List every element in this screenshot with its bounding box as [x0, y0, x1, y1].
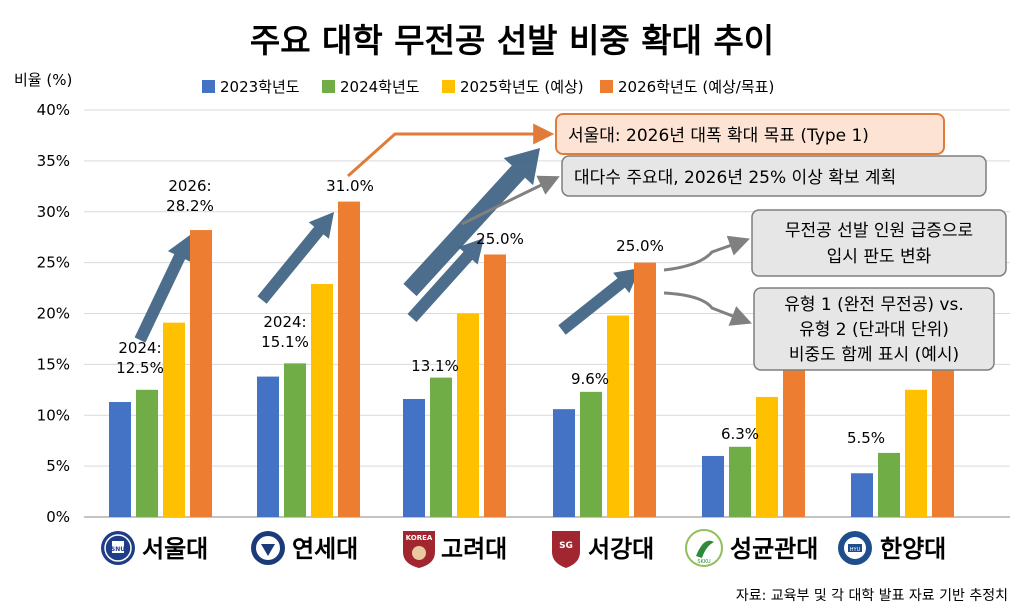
category-label-hanyang: 한양대 — [880, 535, 946, 563]
legend-label: 2026학년도 (예상/목표) — [618, 78, 774, 96]
y-tick-label: 0% — [46, 508, 70, 526]
y-tick-label: 30% — [37, 203, 70, 221]
bar-snu-2026 — [190, 230, 212, 517]
growth-arrow-big — [403, 148, 540, 297]
y-axis-label: 비율 (%) — [14, 71, 72, 89]
callout-majority-plan-text: 대다수 주요대, 2026년 25% 이상 확보 계획 — [574, 168, 896, 188]
legend-label: 2025학년도 (예상) — [460, 78, 584, 96]
bar-hanyang-2026 — [932, 364, 954, 517]
growth-arrow-yonsei — [257, 212, 334, 304]
callout-impact-text: 무전공 선발 인원 급증으로 입시 판도 변화 — [785, 221, 973, 267]
data-label: 5.5% — [847, 429, 885, 447]
bar-hanyang-2024 — [878, 452, 900, 517]
legend-label: 2024학년도 — [340, 78, 420, 96]
callout-connector-majority — [461, 175, 560, 226]
y-tick-label: 40% — [37, 101, 70, 119]
snu-emblem-text: SNU — [111, 546, 125, 553]
growth-arrow-snu — [134, 235, 192, 343]
data-label: 2024: 12.5% — [116, 339, 164, 377]
category-label-korea: 고려대 — [441, 535, 507, 563]
y-tick-label: 5% — [46, 457, 70, 475]
korea-univ-emblem-text: KOREA — [406, 534, 433, 542]
skku-emblem-icon: SKKU — [685, 529, 723, 567]
callout-impact: 무전공 선발 인원 급증으로 입시 판도 변화 — [751, 209, 1007, 277]
legend-swatch — [600, 80, 613, 93]
legend-label: 2023학년도 — [220, 78, 300, 96]
bar-snu-2025 — [163, 322, 185, 517]
data-label: 31.0% — [326, 177, 374, 195]
y-tick-label: 10% — [37, 406, 70, 424]
bar-skku-2024 — [729, 446, 751, 517]
bar-sogang-2023 — [553, 409, 575, 517]
bar-skku-2023 — [702, 455, 724, 517]
legend-swatch — [202, 80, 215, 93]
source-note: 자료: 교육부 및 각 대학 발표 자료 기반 추정치 — [736, 588, 1008, 604]
callout-majority-plan: 대다수 주요대, 2026년 25% 이상 확보 계획 — [561, 155, 987, 197]
bar-hanyang-2025 — [905, 389, 927, 517]
data-label: 2024: 15.1% — [261, 313, 309, 351]
y-tick-label: 35% — [37, 152, 70, 170]
bar-korea-2025 — [457, 313, 479, 517]
bar-sogang-2026 — [634, 262, 656, 517]
legend-swatch — [322, 80, 335, 93]
bar-hanyang-2023 — [851, 473, 873, 517]
legend: 2023학년도 2024학년도 2025학년도 (예상) 2026학년도 (예상/목표… — [202, 78, 774, 96]
callout-connector-impact — [663, 235, 750, 272]
callout-snu-target: 서울대: 2026년 대폭 확대 목표 (Type 1) — [555, 113, 945, 155]
bar-sogang-2025 — [607, 315, 629, 517]
category-label-snu: 서울대 — [142, 535, 208, 563]
sogang-emblem-icon: SG — [552, 531, 580, 568]
y-tick-label: 20% — [37, 305, 70, 323]
callout-type-compare: 유형 1 (완전 무전공) vs. 유형 2 (단과대 단위) 비중도 함께 표시 … — [753, 287, 995, 371]
growth-arrow-korea — [407, 238, 484, 322]
yonsei-emblem-icon — [251, 531, 285, 565]
callout-connector-type — [663, 291, 752, 326]
category-label-yonsei: 연세대 — [292, 535, 358, 563]
bar-sogang-2024 — [580, 391, 602, 517]
chart-title: 주요 대학 무전공 선발 비중 확대 추이 — [250, 21, 774, 60]
skku-emblem-text: SKKU — [697, 559, 711, 565]
growth-arrow-sogang — [558, 268, 640, 335]
data-label: 25.0% — [616, 237, 664, 255]
callout-connector-snu — [347, 123, 555, 178]
bar-skku-2025 — [756, 396, 778, 517]
hanyang-emblem-text: HYU — [850, 547, 861, 553]
bar-yonsei-2024 — [284, 363, 306, 517]
snu-emblem-icon: SNU — [101, 531, 135, 565]
bar-korea-2026 — [484, 254, 506, 518]
bar-yonsei-2023 — [257, 376, 279, 517]
hanyang-emblem-icon: HYU — [838, 531, 872, 565]
callout-type-compare-text: 유형 1 (완전 무전공) vs. 유형 2 (단과대 단위) 비중도 함께 표시 … — [784, 295, 964, 365]
category-label-sogang: 서강대 — [588, 535, 654, 563]
bar-korea-2024 — [430, 377, 452, 517]
data-label: 9.6% — [571, 370, 609, 388]
y-tick-label: 15% — [37, 355, 70, 373]
data-label: 13.1% — [411, 357, 459, 375]
bar-snu-2023 — [109, 402, 131, 517]
y-tick-label: 25% — [37, 254, 70, 272]
data-label: 2026: 28.2% — [166, 177, 214, 215]
data-label: 25.0% — [476, 230, 524, 248]
bar-yonsei-2026 — [338, 201, 360, 517]
korea-univ-emblem-icon: KOREA — [403, 531, 435, 568]
data-label: 6.3% — [721, 425, 759, 443]
bar-skku-2026 — [783, 364, 805, 517]
legend-swatch — [442, 80, 455, 93]
sogang-emblem-text: SG — [559, 541, 573, 551]
bar-snu-2024 — [136, 389, 158, 517]
bar-korea-2023 — [403, 398, 425, 517]
callout-snu-target-text: 서울대: 2026년 대폭 확대 목표 (Type 1) — [568, 126, 869, 146]
category-label-skku: 성균관대 — [730, 535, 818, 563]
bar-yonsei-2025 — [311, 283, 333, 517]
